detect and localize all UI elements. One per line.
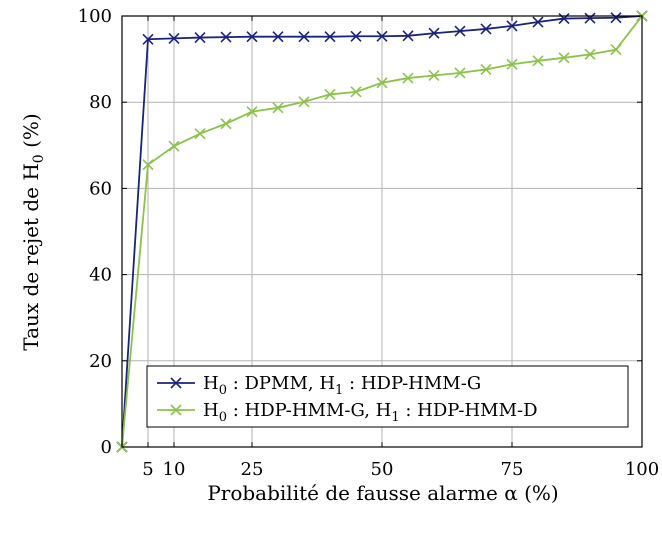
legend-label-2: H0 : HDP-HMM-G, H1 : HDP-HMM-D (203, 400, 538, 425)
y-tick-label: 60 (89, 178, 112, 199)
series-1-point (532, 16, 544, 28)
series-1-point (168, 32, 180, 44)
series-2-point (220, 118, 232, 130)
series-1-point (480, 23, 492, 35)
x-tick-label: 50 (371, 459, 394, 480)
series-1-point (220, 31, 232, 43)
plot-series (116, 10, 648, 453)
series-1-point (610, 12, 622, 24)
series-1-point (298, 31, 310, 43)
y-tick-label: 100 (78, 6, 112, 27)
y-axis-label-subscript: 0 (31, 154, 47, 163)
y-axis-label: Taux de rejet de H0 (%) (19, 113, 47, 350)
series-2-point (194, 128, 206, 140)
series-1-point (324, 31, 336, 43)
series-2-point (506, 58, 518, 70)
series-2-point (350, 86, 362, 98)
series-1-point (402, 30, 414, 42)
series-1-point (142, 33, 154, 45)
series-1-point (584, 12, 596, 24)
y-tick-label: 0 (101, 437, 112, 458)
legend-label-1: H0 : DPMM, H1 : HDP-HMM-G (203, 373, 481, 398)
x-tick-label: 5 (142, 459, 153, 480)
x-tick-label: 100 (625, 459, 659, 480)
series-1-point (272, 31, 284, 43)
series-2-point (168, 140, 180, 152)
series-1-point (194, 31, 206, 44)
axis-ticks: 5 10 25 50 75 100 0 20 40 60 80 100 (78, 6, 660, 480)
series-2-point (246, 106, 258, 118)
series-2-point (532, 55, 544, 67)
series-2-point (142, 159, 154, 171)
series-1-point (454, 25, 466, 37)
series-1-point (428, 27, 440, 39)
legend: H0 : DPMM, H1 : HDP-HMM-GH0 : HDP-HMM-G,… (146, 365, 629, 428)
x-axis-label: Probabilité de fausse alarme α (%) (207, 481, 558, 505)
y-tick-label: 20 (89, 351, 112, 372)
y-tick-label: 80 (89, 92, 112, 113)
legend-swatch-marker (170, 377, 182, 389)
series-2-point (376, 77, 388, 89)
x-tick-label: 10 (163, 459, 186, 480)
y-axis-label-main: Taux de rejet de H (19, 163, 43, 351)
series-1-point (558, 13, 570, 25)
legend-swatch-marker (170, 404, 182, 416)
x-tick-label: 25 (241, 459, 264, 480)
series-1-point (506, 20, 518, 32)
series-2-point (558, 52, 570, 64)
series-1-point (246, 31, 258, 43)
y-tick-label: 40 (89, 265, 112, 286)
series-1-point (350, 30, 362, 42)
series-1-point (376, 30, 388, 42)
series-2-point (298, 96, 310, 108)
series-2-point (584, 48, 596, 60)
series-2-point (324, 88, 336, 101)
y-axis-label-suffix: (%) (19, 113, 43, 154)
series-2-point (402, 72, 414, 84)
x-tick-label: 75 (501, 459, 524, 480)
series-2-point (272, 102, 284, 114)
legend-box (146, 365, 629, 428)
series-2-point (480, 63, 492, 76)
series-2-point (610, 44, 622, 56)
series-2-point (454, 67, 466, 79)
series-2-point (428, 69, 440, 82)
